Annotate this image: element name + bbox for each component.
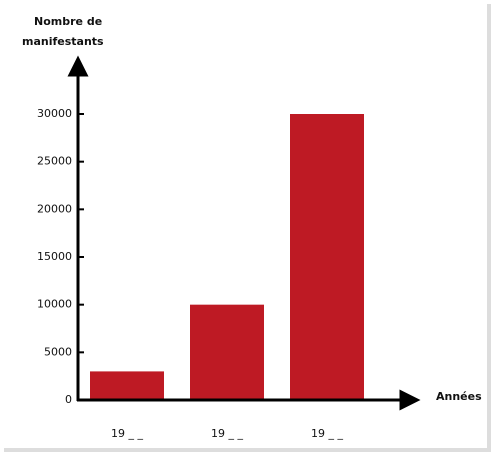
x-tick-label: 19 _ _ — [311, 427, 343, 440]
y-tick-label: 15000 — [37, 250, 72, 263]
y-tick-label: 10000 — [37, 298, 72, 311]
y-tick-label: 25000 — [37, 155, 72, 168]
bar — [190, 304, 264, 399]
bar — [290, 114, 364, 399]
y-tick-label: 30000 — [37, 107, 72, 120]
shadow — [4, 448, 491, 452]
x-tick-label: 19 _ _ — [111, 427, 143, 440]
y-tick-label: 20000 — [37, 202, 72, 215]
y-axis-label: manifestants — [22, 35, 104, 48]
y-tick-label: 5000 — [44, 345, 72, 358]
x-axis-label: Années — [436, 390, 482, 403]
bar — [90, 371, 164, 399]
y-tick-label: 0 — [65, 393, 72, 406]
y-axis-label: Nombre de — [34, 15, 102, 28]
shadow — [487, 4, 491, 452]
x-tick-label: 19 _ _ — [211, 427, 243, 440]
